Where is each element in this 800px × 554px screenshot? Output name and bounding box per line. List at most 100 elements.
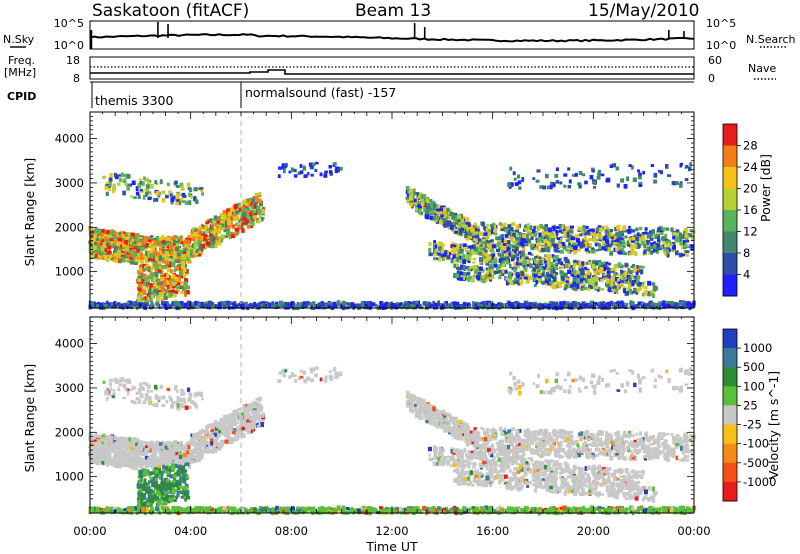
echo-cell	[439, 205, 443, 209]
echo-cell	[446, 207, 450, 213]
echo-cell	[493, 305, 497, 309]
echo-cell	[113, 450, 117, 455]
echo-cell	[419, 192, 423, 198]
echo-cell	[525, 239, 528, 244]
echo-cell	[488, 256, 492, 261]
echo-cell	[369, 301, 373, 305]
echo-cell	[139, 270, 144, 276]
echo-cell	[162, 256, 167, 260]
echo-cell	[456, 263, 460, 267]
echo-cell	[324, 302, 328, 306]
echo-cell	[116, 249, 121, 255]
echo-cell	[120, 172, 124, 177]
echo-cell	[656, 243, 661, 247]
echo-cell	[593, 301, 597, 305]
echo-cell	[632, 263, 636, 269]
echo-cell	[441, 217, 445, 222]
echo-cell	[140, 256, 144, 260]
echo-cell	[547, 227, 552, 233]
echo-cell	[577, 182, 582, 186]
echo-cell	[575, 278, 580, 283]
echo-cell	[612, 302, 616, 307]
echo-cell	[564, 260, 569, 264]
echo-cell	[551, 242, 555, 247]
echo-cell	[452, 222, 457, 226]
echo-cell	[124, 257, 129, 262]
echo-cell	[166, 237, 171, 242]
echo-cell	[605, 280, 610, 284]
echo-cell	[627, 228, 632, 234]
echo-cell	[252, 215, 257, 220]
echo-cell	[113, 246, 117, 249]
echo-cell	[176, 243, 180, 247]
echo-cell	[472, 233, 476, 237]
echo-cell	[657, 232, 661, 235]
echo-cell	[144, 254, 148, 259]
echo-cell	[227, 221, 231, 226]
echo-cell	[635, 292, 638, 295]
echo-cell	[310, 173, 314, 177]
echo-cell	[578, 277, 583, 283]
echo-cell	[281, 163, 285, 169]
echo-cell	[504, 226, 508, 230]
echo-cell	[473, 222, 477, 227]
echo-cell	[434, 302, 438, 307]
echo-cell	[477, 227, 480, 231]
echo-cell	[443, 218, 447, 222]
echo-cell	[514, 253, 518, 258]
echo-cell	[647, 280, 652, 286]
echo-cell	[149, 271, 153, 276]
echo-cell	[637, 175, 642, 180]
echo-cell	[210, 236, 214, 241]
echo-cell	[107, 245, 112, 249]
echo-cell	[153, 276, 156, 282]
echo-cell	[130, 245, 134, 248]
echo-cell	[546, 274, 551, 278]
echo-cell	[151, 291, 155, 296]
echo-cell	[504, 256, 509, 260]
echo-cell	[649, 290, 654, 294]
echo-cell	[104, 234, 107, 239]
echo-cell	[629, 244, 633, 249]
echo-cell	[149, 265, 154, 271]
echo-cell	[476, 251, 480, 255]
echo-cell	[490, 269, 494, 274]
echo-cell	[139, 181, 143, 186]
echo-cell	[529, 225, 533, 230]
colorbar-swatch	[723, 210, 737, 232]
echo-cell	[111, 306, 115, 309]
echo-cell	[640, 241, 645, 246]
echo-cell	[184, 243, 188, 247]
echo-cell	[512, 280, 516, 285]
echo-cell	[218, 221, 222, 226]
echo-cell	[544, 274, 548, 279]
echo-cell	[161, 291, 165, 296]
echo-cell	[408, 188, 412, 193]
echo-cell	[463, 302, 467, 306]
echo-cell	[186, 250, 190, 253]
echo-cell	[106, 185, 110, 189]
echo-cell	[518, 237, 522, 242]
echo-cell	[146, 184, 150, 189]
echo-cell	[478, 304, 483, 308]
echo-cell	[204, 301, 208, 305]
echo-cell	[397, 304, 401, 309]
echo-cell	[585, 225, 589, 230]
echo-cell	[297, 171, 302, 175]
echo-cell	[597, 271, 600, 275]
echo-cell	[300, 305, 305, 310]
echo-cell	[580, 283, 585, 287]
echo-cell	[540, 257, 545, 260]
echo-cell	[126, 444, 131, 450]
echo-cell	[107, 455, 112, 460]
echo-cell	[586, 270, 590, 273]
echo-cell	[360, 301, 364, 306]
echo-cell	[650, 303, 654, 307]
echo-cell	[404, 303, 407, 308]
echo-cell	[156, 290, 160, 295]
echo-cell	[524, 227, 528, 232]
echo-cell	[504, 253, 508, 258]
echo-cell	[648, 303, 652, 309]
echo-cell	[619, 264, 624, 269]
echo-cell	[443, 225, 447, 228]
